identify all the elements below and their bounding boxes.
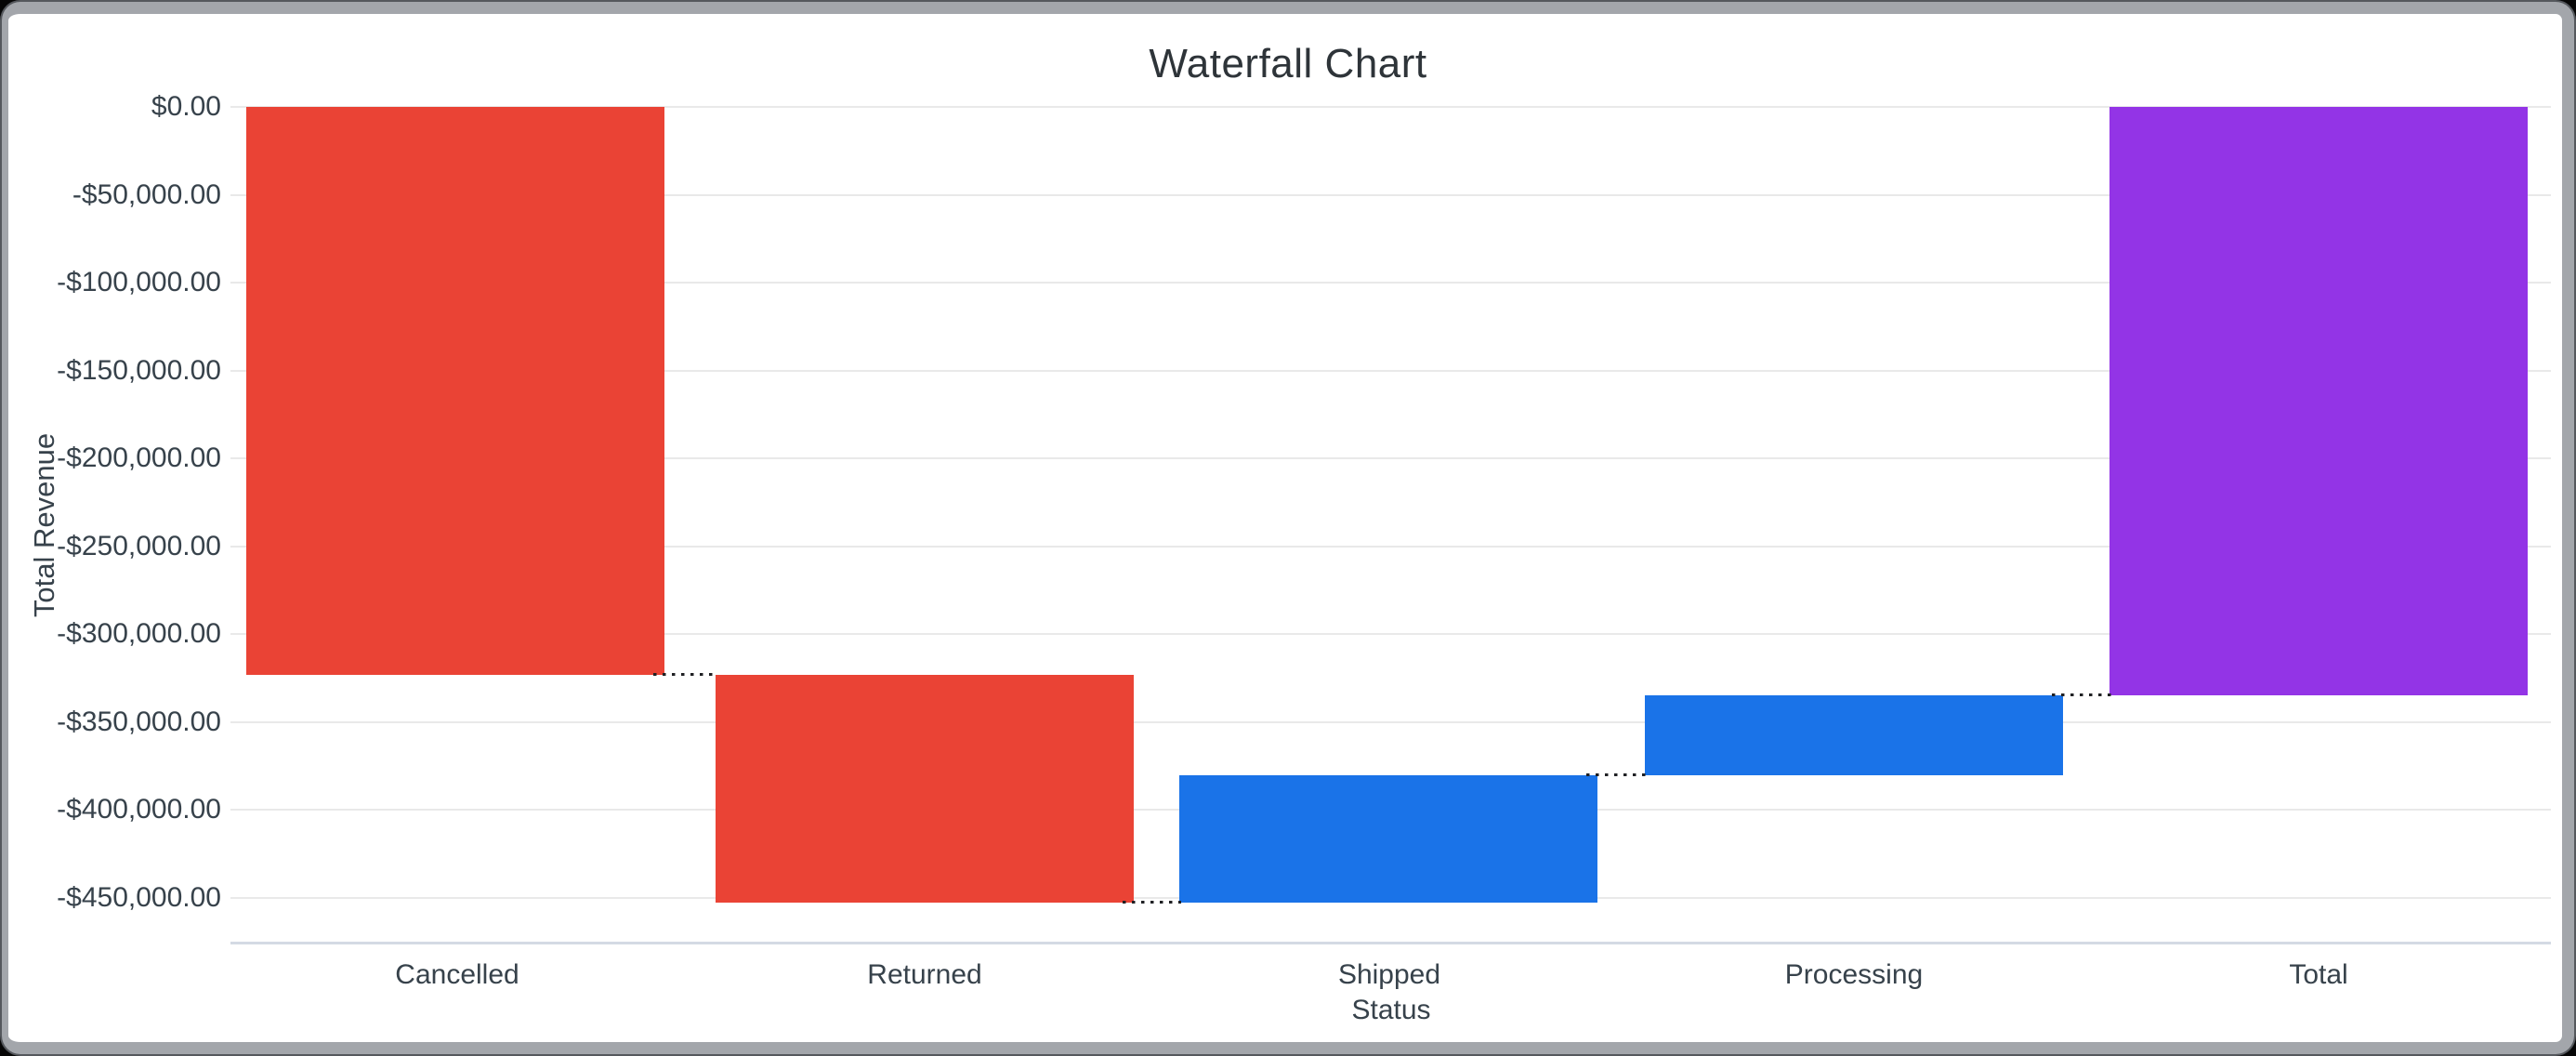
y-tick-label: -$300,000.00: [57, 618, 221, 650]
waterfall-connector: [653, 673, 717, 677]
y-tick-label: -$100,000.00: [57, 267, 221, 298]
x-tick-label: Total: [2289, 959, 2348, 990]
gridline: [230, 633, 2551, 636]
bar-processing[interactable]: [1645, 694, 2063, 775]
x-tick-label: Returned: [867, 959, 982, 990]
x-axis-line: [230, 942, 2551, 944]
chart-title: Waterfall Chart: [1149, 41, 1427, 86]
x-tick-label: Processing: [1784, 959, 1924, 990]
bar-shipped[interactable]: [1179, 774, 1597, 903]
y-tick-label: -$350,000.00: [57, 706, 221, 737]
y-tick-label: -$200,000.00: [57, 442, 221, 474]
waterfall-connector: [2052, 693, 2111, 696]
y-tick-label: -$250,000.00: [57, 530, 221, 561]
y-tick-label: -$450,000.00: [57, 882, 221, 913]
bar-total[interactable]: [2109, 107, 2528, 695]
gridline: [230, 106, 2551, 108]
gridline: [230, 282, 2551, 284]
y-tick-label: $0.00: [151, 91, 221, 122]
gridline: [230, 720, 2551, 723]
x-axis-title: Status: [1351, 995, 1431, 1025]
bar-returned[interactable]: [716, 675, 1134, 903]
gridline: [230, 545, 2551, 548]
waterfall-connector: [1123, 900, 1181, 904]
gridline: [230, 193, 2551, 196]
x-tick-label: Shipped: [1337, 959, 1441, 990]
gridline: [230, 457, 2551, 460]
y-tick-label: -$400,000.00: [57, 794, 221, 825]
gridline: [230, 369, 2551, 372]
y-tick-label: -$150,000.00: [57, 354, 221, 386]
x-tick-label: Cancelled: [395, 959, 519, 990]
y-tick-label: -$50,000.00: [72, 178, 221, 210]
bar-cancelled[interactable]: [246, 107, 664, 676]
waterfall-connector: [1586, 772, 1647, 776]
